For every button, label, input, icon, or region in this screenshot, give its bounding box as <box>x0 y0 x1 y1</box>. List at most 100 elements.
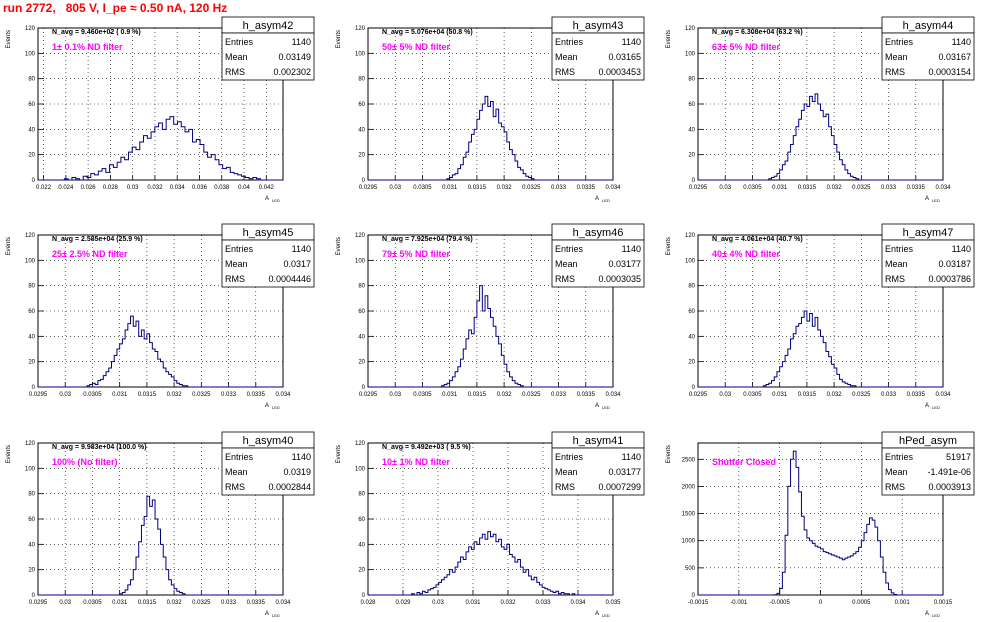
y-axis-label: Events <box>336 237 342 255</box>
y-tick-label: 80 <box>688 284 695 290</box>
stats-key: Entries <box>225 452 254 462</box>
stats-box <box>221 447 315 496</box>
y-tick-label: 60 <box>28 517 35 523</box>
y-tick-label: 120 <box>355 233 366 239</box>
histogram-title: hPed_asym <box>899 435 957 447</box>
x-tick-label: 0.034 <box>605 392 621 398</box>
stats-value: 0.0003453 <box>598 67 641 77</box>
y-axis-label: Events <box>6 445 12 463</box>
x-tick-label: 0.031 <box>112 600 128 606</box>
histogram-line <box>38 495 283 596</box>
filter-label: 25± 2.5% ND filter <box>52 249 128 259</box>
panel-h_asym40: 0.0295 0.03 0.0305 0.031 0.0315 0.032 0.0325 0.… <box>6 431 315 618</box>
histogram-title: h_asym46 <box>573 227 624 239</box>
panel-h_asym47: 0.0295 0.03 0.0305 0.031 0.0315 0.032 0.0325 0.… <box>666 223 975 410</box>
y-tick-label: 40 <box>358 542 365 548</box>
filter-label: 63± 5% ND filter <box>712 42 780 52</box>
y-tick-label: 0 <box>692 385 696 391</box>
stats-key: Entries <box>225 244 254 254</box>
histogram-title: h_asym44 <box>903 20 954 32</box>
navg-label: N_avg = 6.308e+04 (63.2 %) <box>712 29 803 36</box>
histogram-line <box>368 285 613 388</box>
stats-key: RMS <box>225 274 245 284</box>
panel-h_asym45: 0.0295 0.03 0.0305 0.031 0.0315 0.032 0.0325 0.… <box>6 223 315 410</box>
x-tick-label: 0.03 <box>59 392 71 398</box>
x-tick-label: 0.0295 <box>689 185 708 191</box>
x-tick-label: 0 <box>819 600 823 606</box>
y-tick-label: 120 <box>685 233 696 239</box>
x-tick-label: 0.026 <box>81 185 97 191</box>
x-tick-label: 0.03 <box>389 185 401 191</box>
x-tick-label: 0.0335 <box>247 600 266 606</box>
y-tick-label: 60 <box>358 309 365 315</box>
x-axis-label-subscript: LED <box>272 405 280 410</box>
navg-label: N_avg = 7.925e+04 (79.4 %) <box>382 236 473 243</box>
stats-value: -1.491e-06 <box>927 467 971 477</box>
stats-value: 1140 <box>622 244 641 254</box>
y-tick-label: 500 <box>685 566 696 572</box>
x-tick-label: 0.03 <box>127 185 139 191</box>
x-tick-label: 0.0315 <box>798 392 817 398</box>
x-tick-label: 0.0305 <box>83 600 102 606</box>
y-axis-label: Events <box>6 30 12 48</box>
y-tick-label: 80 <box>358 492 365 498</box>
y-tick-label: 120 <box>355 441 366 447</box>
panel-h_asym42: 0.022 0.024 0.026 0.028 0.03 0.032 0.034 0.036 0… <box>6 16 315 203</box>
y-tick-label: 20 <box>688 153 695 159</box>
histogram-title: h_asym47 <box>903 227 954 239</box>
stats-key: RMS <box>885 482 905 492</box>
y-axis-label: Events <box>666 237 672 255</box>
x-axis-label: A <box>925 611 929 617</box>
stats-value: 1140 <box>292 244 311 254</box>
y-tick-label: 100 <box>25 258 36 264</box>
x-tick-label: 0.03 <box>59 600 71 606</box>
y-tick-label: 40 <box>28 334 35 340</box>
y-tick-label: 100 <box>685 258 696 264</box>
filter-label: Shutter Closed <box>712 457 776 467</box>
x-tick-label: 0.028 <box>103 185 119 191</box>
x-tick-label: 0.0325 <box>522 185 541 191</box>
x-tick-label: 0.0325 <box>192 600 211 606</box>
x-tick-label: 0.032 <box>827 185 843 191</box>
stats-key: Mean <box>225 467 248 477</box>
x-tick-label: 0.0295 <box>29 392 48 398</box>
panel-hPed_asym: -0.0015 -0.001 -0.0005 0 0.0005 0.001 0.0015 0 5… <box>666 431 975 618</box>
x-tick-label: 0.0015 <box>934 600 953 606</box>
stats-value: 1140 <box>952 244 971 254</box>
x-tick-label: 0.034 <box>605 185 621 191</box>
x-tick-label: 0.0295 <box>359 392 378 398</box>
y-tick-label: 80 <box>28 284 35 290</box>
stats-value: 0.0003035 <box>598 274 641 284</box>
stats-key: Mean <box>225 52 248 62</box>
x-tick-label: 0.0315 <box>138 392 157 398</box>
x-axis-label: A <box>265 611 269 617</box>
filter-label: 1± 0.1% ND filter <box>52 42 123 52</box>
x-tick-label: 0.0295 <box>29 600 48 606</box>
y-tick-label: 60 <box>688 309 695 315</box>
stats-key: Entries <box>225 37 254 47</box>
x-tick-label: 0.03 <box>719 392 731 398</box>
y-tick-label: 20 <box>28 153 35 159</box>
x-tick-label: 0.024 <box>58 185 74 191</box>
stats-value: 1140 <box>292 452 311 462</box>
y-tick-label: 80 <box>688 77 695 83</box>
x-axis-label-subscript: LED <box>602 198 610 203</box>
panel-h_asym44: 0.0295 0.03 0.0305 0.031 0.0315 0.032 0.0325 0.… <box>666 16 975 203</box>
stats-value: 51917 <box>946 452 971 462</box>
stats-key: Entries <box>555 452 584 462</box>
x-axis-label-subscript: LED <box>602 613 610 618</box>
y-tick-label: 20 <box>358 568 365 574</box>
x-axis-label-subscript: LED <box>932 405 940 410</box>
stats-key: RMS <box>225 482 245 492</box>
y-tick-label: 20 <box>358 153 365 159</box>
x-tick-label: 0.033 <box>551 185 567 191</box>
histogram-line <box>368 531 613 596</box>
histogram-line <box>698 450 943 596</box>
x-tick-label: 0.032 <box>147 185 163 191</box>
x-axis-label: A <box>595 196 599 202</box>
x-tick-label: 0.031 <box>772 392 788 398</box>
histogram-title: h_asym41 <box>573 435 624 447</box>
stats-value: 0.0003786 <box>928 274 971 284</box>
x-tick-label: -0.0005 <box>769 600 790 606</box>
x-tick-label: 0.0325 <box>192 392 211 398</box>
